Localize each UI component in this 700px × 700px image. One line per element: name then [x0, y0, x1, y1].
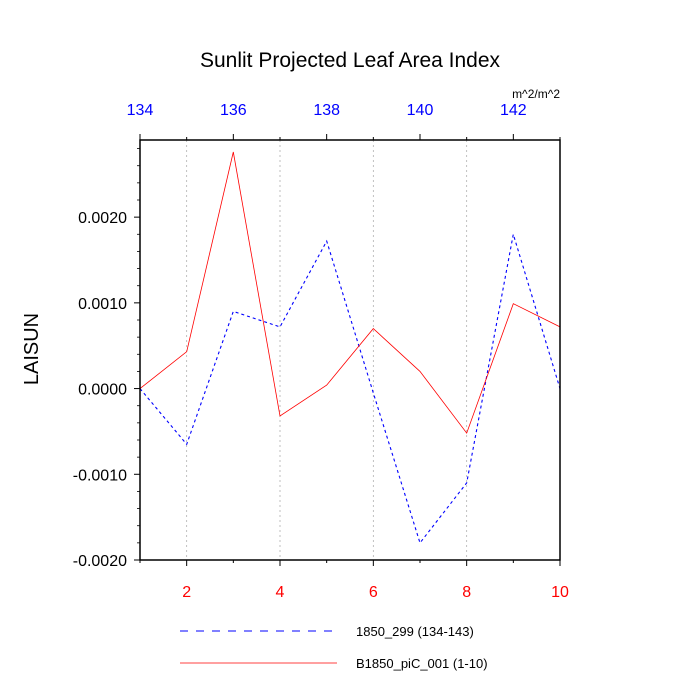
units-label: m^2/m^2	[512, 87, 560, 101]
x-top-tick-label: 136	[220, 102, 247, 119]
y-tick-label: 0.0010	[78, 296, 127, 313]
y-tick-label: -0.0010	[73, 467, 127, 484]
x-bottom-tick-label: 6	[369, 584, 378, 601]
x-top-tick-label: 134	[127, 102, 154, 119]
legend-label-1: 1850_299 (134-143)	[356, 624, 474, 639]
x-top-tick-label: 140	[407, 102, 434, 119]
series-line-2	[139, 151, 561, 434]
axes: 0.0020 0.0010 0.0000 -0.0010 -0.0020 2 4 6 8 10 13…	[73, 102, 569, 601]
chart-title: Sunlit Projected Leaf Area Index	[200, 49, 501, 72]
x-top-tick-label: 138	[313, 102, 340, 119]
y-tick-label: 0.0000	[78, 382, 127, 399]
y-axis-label: LAISUN	[21, 313, 43, 385]
plot-frame	[139, 139, 561, 561]
series-layer	[139, 151, 561, 545]
x-top-tick-label: 142	[500, 102, 527, 119]
x-bottom-tick-label: 4	[276, 584, 285, 601]
x-bottom-tick-label: 10	[551, 584, 569, 601]
legend: 1850_299 (134-143) B1850_piC_001 (1-10)	[180, 624, 488, 671]
y-tick-label: 0.0020	[78, 210, 127, 227]
grid-lines	[186, 140, 468, 560]
series-line-1	[139, 234, 561, 545]
x-bottom-tick-label: 2	[182, 584, 191, 601]
x-bottom-tick-label: 8	[462, 584, 471, 601]
legend-label-2: B1850_piC_001 (1-10)	[356, 656, 488, 671]
y-tick-label: -0.0020	[73, 553, 127, 570]
